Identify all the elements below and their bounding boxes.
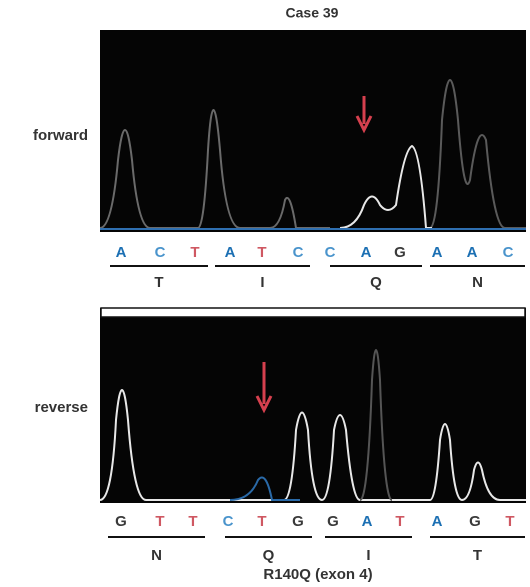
base: T (155, 513, 164, 530)
panel-label: reverse (35, 399, 88, 416)
base: T (188, 513, 197, 530)
base: A (116, 244, 127, 261)
base: C (223, 513, 234, 530)
base: C (325, 244, 336, 261)
base: G (115, 513, 127, 530)
reverse-chromatogram (100, 308, 526, 503)
forward-chromatogram (100, 30, 526, 232)
base: A (432, 244, 443, 261)
amino-acid: T (473, 547, 482, 564)
base: T (505, 513, 514, 530)
figure: Case 39 forward ACTATCCAGAACTIQN reverse… (0, 0, 530, 587)
base: T (257, 513, 266, 530)
amino-acid: N (472, 274, 483, 291)
amino-acid: I (260, 274, 264, 291)
base: G (469, 513, 481, 530)
amino-acid: Q (370, 274, 382, 291)
amino-acid: Q (263, 547, 275, 564)
base: G (327, 513, 339, 530)
base: A (225, 244, 236, 261)
base: G (292, 513, 304, 530)
base: T (190, 244, 199, 261)
caption: R140Q (exon 4) (263, 566, 372, 583)
amino-acid: T (154, 274, 163, 291)
base: A (362, 513, 373, 530)
base: T (395, 513, 404, 530)
amino-acid: N (151, 547, 162, 564)
base: T (257, 244, 266, 261)
base: C (293, 244, 304, 261)
figure-title: Case 39 (286, 5, 339, 21)
panel-border (101, 308, 525, 317)
base: A (432, 513, 443, 530)
panel-label: forward (33, 127, 88, 144)
amino-acid: I (366, 547, 370, 564)
base: A (361, 244, 372, 261)
base: C (155, 244, 166, 261)
base: C (503, 244, 514, 261)
base: A (467, 244, 478, 261)
base: G (394, 244, 406, 261)
